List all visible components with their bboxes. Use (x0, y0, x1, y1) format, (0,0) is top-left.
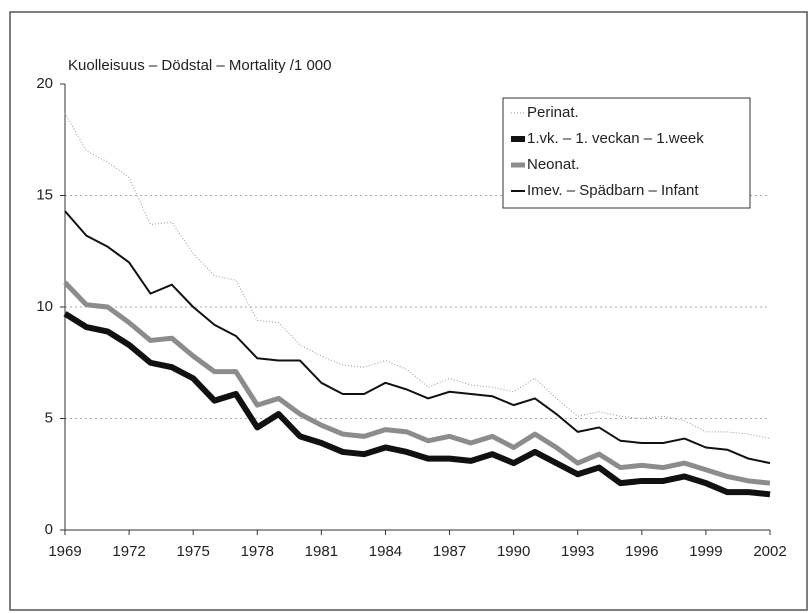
legend-label: Perinat. (527, 104, 579, 121)
legend-label: 1.vk. – 1. veckan – 1.week (527, 130, 704, 147)
x-tick-label: 1969 (48, 543, 81, 560)
legend-label: Imev. – Spädbarn – Infant (527, 182, 699, 199)
series-line (63, 280, 771, 486)
x-tick-label: 1981 (305, 543, 338, 560)
chart-title: Kuolleisuus – Dödstal – Mortality /1 000 (68, 57, 331, 74)
series-line (63, 311, 771, 498)
legend-box (502, 97, 751, 209)
x-tick-label: 1987 (433, 543, 466, 560)
x-tick-label: 1999 (689, 543, 722, 560)
x-tick-label: 1975 (176, 543, 209, 560)
x-tick-label: 1978 (241, 543, 274, 560)
y-tick-label: 20 (36, 75, 53, 92)
x-tick-label: 1990 (497, 543, 530, 560)
y-tick-label: 5 (45, 409, 53, 426)
x-tick-label: 1996 (625, 543, 658, 560)
x-tick-label: 2002 (753, 543, 786, 560)
x-tick-label: 1972 (112, 543, 145, 560)
legend-label: Neonat. (527, 156, 580, 173)
y-tick-label: 15 (36, 186, 53, 203)
x-tick-label: 1984 (369, 543, 402, 560)
series-line (64, 112, 771, 440)
y-tick-label: 10 (36, 298, 53, 315)
x-tick-label: 1993 (561, 543, 594, 560)
y-tick-label: 0 (45, 521, 53, 538)
series-line (64, 210, 771, 465)
